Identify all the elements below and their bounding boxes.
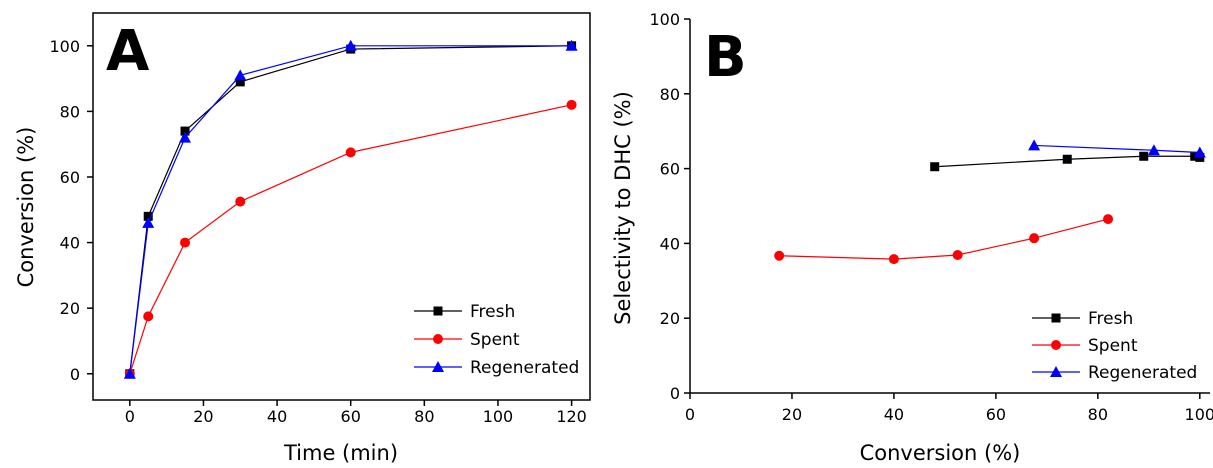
data-point-spent [235, 196, 246, 207]
x-tick-label-b: 40 [884, 405, 904, 424]
data-point-fresh [1139, 151, 1149, 161]
data-point-regenerated [1147, 144, 1160, 156]
series-line-regenerated [1034, 144, 1200, 154]
legend-marker-fresh [1051, 313, 1061, 323]
x-tick-label-a: 0 [125, 407, 135, 426]
data-point-spent [1103, 214, 1114, 225]
data-point-spent [180, 237, 191, 248]
data-point-spent [345, 147, 356, 158]
legend-marker-spent [433, 334, 443, 344]
x-tick-label-b: 100 [1185, 405, 1213, 424]
data-point-spent [566, 99, 577, 110]
data-point-regenerated [142, 216, 155, 228]
y-tick-label-b: 20 [660, 309, 680, 328]
series-line-regenerated [129, 45, 572, 374]
y-tick-label-a: 40 [60, 234, 80, 253]
legend-marker-fresh [433, 306, 443, 316]
data-point-regenerated [234, 69, 247, 81]
data-point-regenerated [565, 39, 578, 51]
x-tick-label-a: 100 [483, 407, 514, 426]
y-tick-label-b: 60 [660, 160, 680, 179]
x-axis-title-b: Conversion (%) [860, 441, 1021, 465]
y-tick-label-b: 100 [649, 10, 680, 29]
legend-label-fresh: Fresh [1088, 309, 1133, 329]
legend-marker-regenerated [1050, 366, 1062, 377]
legend-label-fresh: Fresh [470, 302, 515, 322]
data-point-spent [143, 311, 154, 322]
x-tick-label-a: 80 [414, 407, 434, 426]
data-point-spent [774, 250, 785, 261]
y-tick-label-b: 0 [670, 384, 680, 403]
y-tick-label-a: 100 [49, 37, 80, 56]
data-point-fresh [930, 162, 940, 172]
data-point-fresh [235, 77, 245, 87]
y-tick-label-a: 0 [70, 365, 80, 384]
data-point-regenerated [344, 39, 357, 51]
y-tick-label-a: 80 [60, 102, 80, 121]
series-regenerated-b [1028, 139, 1206, 158]
series-fresh-b [930, 151, 1205, 172]
x-tick-label-b: 0 [685, 405, 695, 424]
data-point-spent [952, 249, 963, 260]
x-tick-label-a: 120 [556, 407, 587, 426]
y-axis-title-b: Selectivity to DHC (%) [611, 91, 635, 325]
data-point-fresh [1062, 154, 1072, 164]
x-tick-label-a: 20 [193, 407, 213, 426]
y-axis-title-a: Conversion (%) [14, 127, 38, 288]
y-tick-label-b: 40 [660, 234, 680, 253]
legend-label-spent: Spent [1088, 336, 1138, 356]
data-point-fresh [180, 126, 190, 136]
data-point-regenerated [1193, 146, 1206, 158]
panel-label-b: B [704, 25, 747, 90]
series-regenerated-a [123, 39, 578, 379]
plot-frame-a [92, 12, 591, 401]
series-line-spent [129, 104, 572, 374]
legend-a: Fresh Spent Regenerated [414, 302, 579, 378]
legend-label-regenerated: Regenerated [470, 358, 579, 378]
series-spent-b [774, 214, 1114, 265]
y-tick-label-b: 80 [660, 85, 680, 104]
data-point-regenerated [179, 131, 192, 143]
legend-marker-regenerated [432, 361, 444, 372]
legend-label-spent: Spent [470, 330, 520, 350]
legend-b: Fresh Spent Regenerated [1032, 309, 1197, 383]
series-line-spent [779, 218, 1109, 260]
legend-label-regenerated: Regenerated [1088, 363, 1197, 383]
data-point-regenerated [123, 367, 136, 379]
panel-label-a: A [106, 19, 150, 84]
x-tick-label-b: 80 [1088, 405, 1108, 424]
data-point-spent [888, 254, 899, 265]
x-axis-title-a: Time (min) [283, 441, 398, 465]
series-line-fresh [129, 45, 572, 374]
data-point-regenerated [1028, 139, 1041, 151]
series-fresh-a [125, 41, 577, 379]
legend-marker-spent [1051, 340, 1061, 350]
chart-panel-a: A Time (min) Conversion (%) Fresh Spent Re… [14, 12, 591, 465]
x-tick-label-b: 60 [986, 405, 1006, 424]
y-tick-label-a: 60 [60, 168, 80, 187]
x-tick-label-b: 20 [782, 405, 802, 424]
chart-panel-b: B Conversion (%) Selectivity to DHC (%) … [611, 10, 1213, 465]
data-point-fresh [143, 211, 153, 221]
data-point-spent [1029, 233, 1040, 244]
x-tick-label-a: 60 [341, 407, 361, 426]
y-tick-label-a: 20 [60, 299, 80, 318]
x-tick-label-a: 40 [267, 407, 287, 426]
